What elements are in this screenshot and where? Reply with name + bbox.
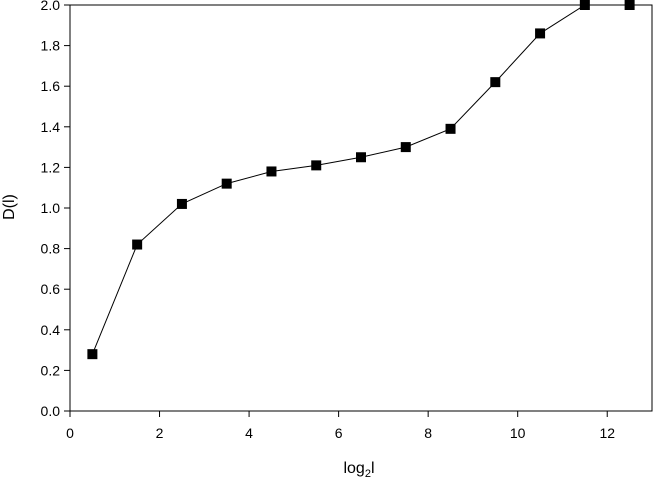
data-point-marker bbox=[445, 123, 456, 134]
y-tick-label: 0.8 bbox=[41, 241, 61, 257]
data-point-marker bbox=[311, 160, 322, 171]
x-axis-label: log2l bbox=[343, 460, 374, 480]
y-tick-label: 0.6 bbox=[41, 281, 61, 297]
data-point-marker bbox=[579, 0, 590, 10]
data-point-marker bbox=[221, 178, 232, 189]
y-tick-label: 0.4 bbox=[41, 322, 61, 338]
data-point-marker bbox=[132, 239, 143, 250]
y-tick-label: 0.0 bbox=[41, 403, 61, 419]
x-tick-label: 0 bbox=[66, 425, 74, 441]
y-axis: 0.0 0.2 0.4 0.6 0.8 1.0 1.2 1.4 1.6 1.8 2.0 bbox=[41, 0, 70, 419]
x-tick-label: 2 bbox=[156, 425, 164, 441]
x-axis-label-tail: l bbox=[371, 460, 375, 477]
data-point-marker bbox=[490, 77, 501, 88]
data-point-marker bbox=[400, 142, 411, 153]
data-series bbox=[87, 0, 635, 360]
y-tick-label: 1.2 bbox=[41, 159, 61, 175]
x-tick-label: 4 bbox=[245, 425, 253, 441]
y-tick-label: 1.8 bbox=[41, 38, 61, 54]
plot-area bbox=[69, 4, 653, 412]
data-point-marker bbox=[87, 349, 98, 360]
data-point-marker bbox=[176, 198, 187, 209]
x-tick-label: 8 bbox=[424, 425, 432, 441]
y-tick-label: 1.6 bbox=[41, 78, 61, 94]
y-tick-label: 1.0 bbox=[41, 200, 61, 216]
y-axis-label: D(l) bbox=[1, 194, 18, 220]
y-tick-label: 2.0 bbox=[41, 0, 61, 13]
x-tick-label: 10 bbox=[510, 425, 526, 441]
x-tick-label: 12 bbox=[599, 425, 615, 441]
series-line bbox=[91, 4, 630, 355]
x-axis: 0 2 4 6 8 10 12 bbox=[66, 411, 615, 441]
plot-border bbox=[69, 4, 653, 412]
x-axis-label-subscript: 2 bbox=[365, 468, 371, 480]
data-point-marker bbox=[624, 0, 635, 10]
data-point-marker bbox=[266, 166, 277, 177]
data-point-marker bbox=[356, 152, 366, 163]
data-point-marker bbox=[535, 28, 546, 39]
x-axis-label-main: log bbox=[343, 460, 364, 477]
y-tick-label: 1.4 bbox=[41, 119, 61, 135]
y-tick-label: 0.2 bbox=[41, 362, 61, 378]
x-tick-label: 6 bbox=[335, 425, 343, 441]
